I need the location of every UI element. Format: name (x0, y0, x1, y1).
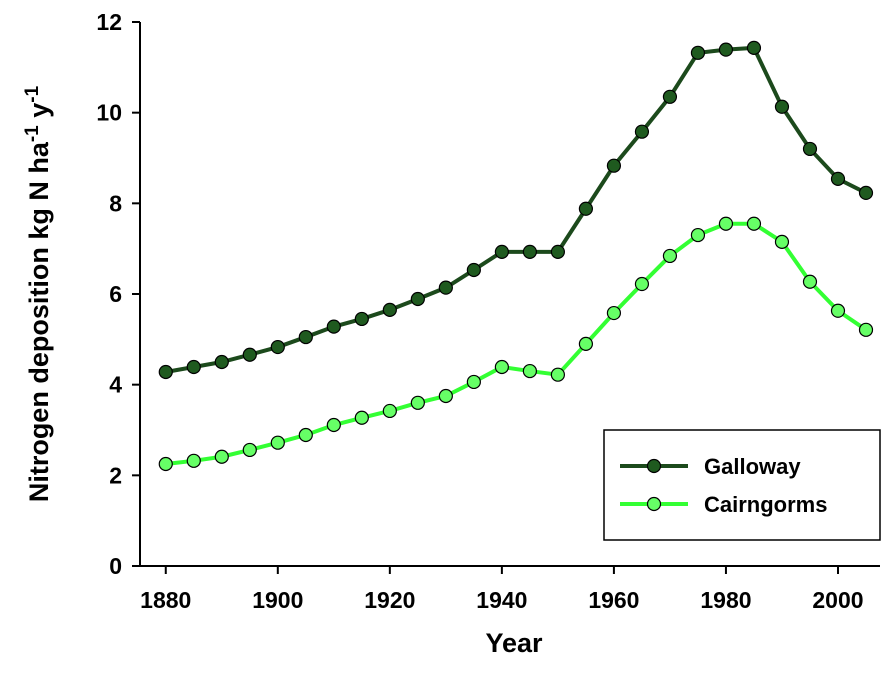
data-point (494, 359, 509, 375)
data-point (410, 395, 425, 410)
y-tick-label: 12 (96, 9, 122, 35)
label-part: y (24, 103, 54, 126)
legend-label: Galloway (704, 454, 801, 479)
data-point (186, 359, 201, 375)
data-point (662, 89, 678, 104)
data-point (298, 329, 313, 345)
data-point (662, 248, 678, 264)
data-point (774, 99, 790, 114)
data-point (410, 291, 425, 307)
legend-label: Cairngorms (704, 492, 827, 517)
y-axis-label: Nitrogen deposition kg N ha-1 y-1 (22, 85, 55, 502)
data-point (214, 449, 229, 464)
data-point (270, 339, 285, 355)
data-point (214, 354, 229, 370)
x-tick-label: 2000 (812, 587, 863, 613)
data-point (382, 302, 397, 317)
data-point (466, 262, 481, 278)
data-point (690, 45, 706, 60)
y-tick-label: 4 (109, 372, 122, 398)
data-point (326, 417, 341, 433)
data-point (746, 216, 762, 231)
data-point (578, 201, 594, 216)
y-tick-label: 6 (109, 281, 122, 307)
x-tick-label: 1900 (252, 587, 303, 613)
superscript: -1 (22, 125, 43, 142)
data-point (550, 244, 565, 259)
data-point (690, 227, 706, 243)
data-point (830, 303, 846, 318)
x-tick-label: 1880 (140, 587, 191, 613)
legend-marker (646, 458, 662, 474)
series-line (165, 45, 867, 374)
data-point (438, 280, 453, 295)
data-point (158, 456, 173, 472)
data-point (186, 453, 201, 468)
data-point (438, 388, 453, 404)
x-tick-label: 1940 (476, 587, 527, 613)
series-line (165, 221, 868, 466)
data-point (802, 274, 818, 289)
data-point (550, 367, 565, 382)
data-point (494, 244, 509, 259)
data-point (718, 216, 734, 231)
legend-box (603, 429, 881, 541)
label-part: Nitrogen deposition kg N ha (24, 141, 54, 502)
y-tick-label: 0 (109, 553, 122, 579)
data-point (578, 336, 594, 351)
data-point (634, 124, 650, 139)
legend-marker (646, 496, 662, 512)
data-point (466, 374, 481, 390)
data-point (606, 305, 622, 321)
data-point (830, 171, 846, 186)
data-point (522, 363, 537, 379)
data-point (606, 158, 622, 173)
x-axis-label: Year (485, 628, 543, 658)
data-point (354, 311, 369, 327)
data-point (326, 319, 341, 334)
x-tick-label: 1920 (364, 587, 415, 613)
superscript: -1 (22, 85, 43, 102)
data-point (354, 410, 369, 425)
data-point (382, 403, 397, 419)
data-point (802, 141, 818, 157)
data-point (774, 234, 790, 249)
data-point (242, 442, 257, 458)
x-tick-label: 1960 (588, 587, 639, 613)
data-point (298, 427, 313, 443)
data-point (270, 435, 285, 450)
data-point (242, 347, 257, 362)
y-tick-label: 8 (109, 190, 122, 216)
x-tick-label: 1980 (700, 587, 751, 613)
y-tick-label: 10 (96, 100, 122, 126)
data-point (858, 185, 874, 201)
data-point (858, 322, 874, 337)
y-tick-label: 2 (109, 462, 122, 488)
data-point (522, 244, 537, 259)
data-point (718, 42, 734, 57)
data-point (746, 40, 762, 55)
data-point (158, 364, 173, 380)
data-point (634, 276, 650, 292)
